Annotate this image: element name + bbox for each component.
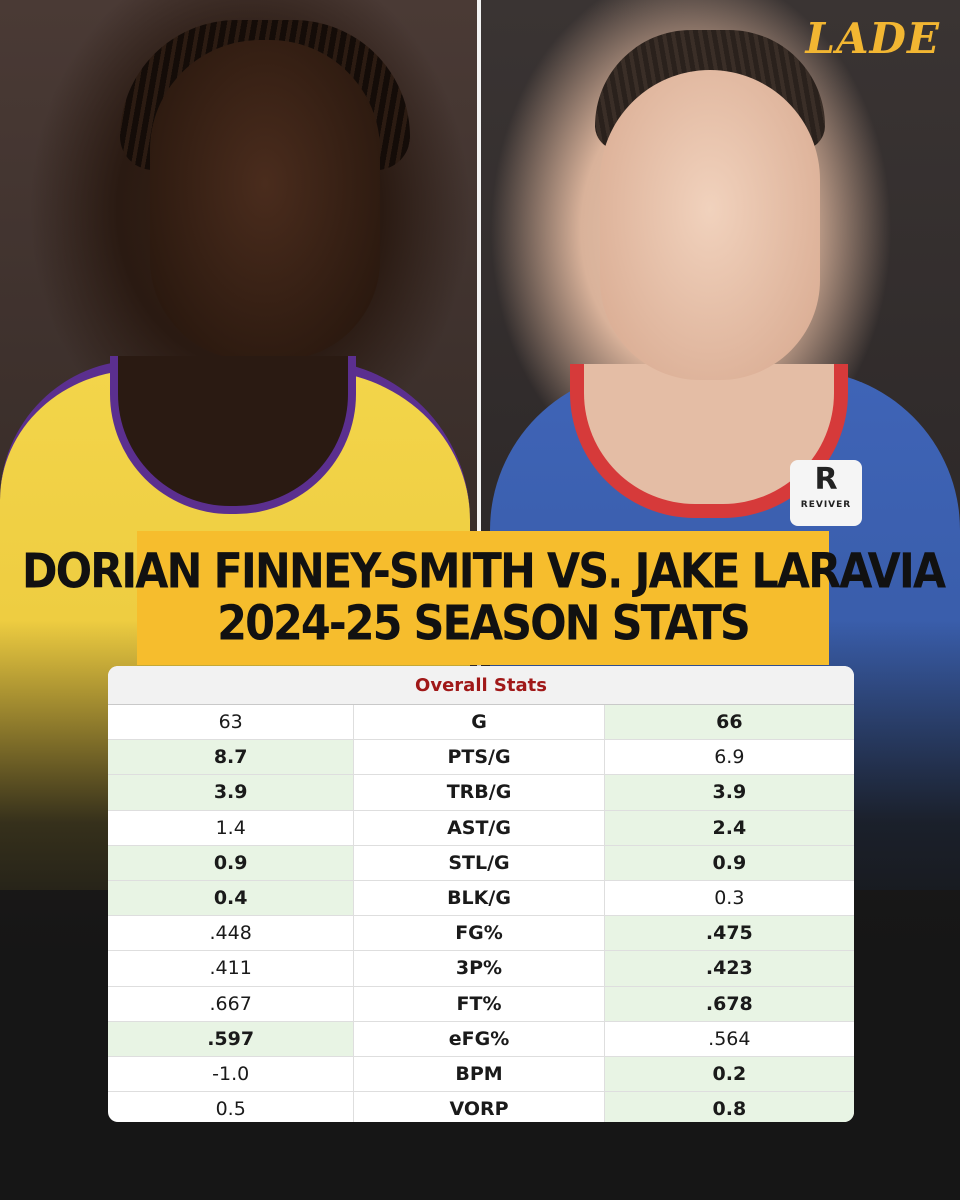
- title-banner: DORIAN FINNEY-SMITH VS. JAKE LARAVIA 202…: [22, 531, 946, 665]
- left-player-value: .667: [108, 986, 355, 1021]
- right-player-value: 3.9: [604, 775, 854, 810]
- table-row: 0.9 STL/G 0.9: [108, 845, 854, 881]
- photo-divider: [477, 0, 481, 760]
- sponsor-name: REVIVER: [800, 500, 852, 510]
- right-player-value: 6.9: [714, 746, 745, 769]
- right-player-value: .564: [708, 1027, 751, 1050]
- table-row: .411 3P% .423: [108, 951, 854, 987]
- right-player-value: 0.8: [604, 1092, 854, 1122]
- left-player-value: .448: [108, 916, 355, 951]
- stats-rows: 63 G 66 8.7 PTS/G 6.9 3.9 TRB/G 3.9 1.4 AST/G 2.4 0.…: [108, 705, 854, 1122]
- stat-label: BPM: [354, 1056, 605, 1092]
- table-section-header: Overall Stats: [108, 666, 854, 705]
- left-player-value: 3.9: [108, 775, 355, 810]
- left-player-value: 1.4: [108, 810, 355, 845]
- brand-logo: LADE: [805, 14, 940, 63]
- left-player-value: 63: [108, 705, 355, 740]
- right-player-value: 2.4: [604, 810, 854, 845]
- right-player-value: 0.3: [714, 887, 745, 910]
- stat-label: VORP: [354, 1092, 605, 1122]
- right-player-value: .678: [604, 986, 854, 1021]
- table-row: .597 eFG% .564: [108, 1021, 854, 1057]
- left-player-value: .597: [108, 1021, 355, 1056]
- left-player-value: -1.0: [108, 1056, 355, 1092]
- table-row: .667 FT% .678: [108, 986, 854, 1022]
- title-line-1: DORIAN FINNEY-SMITH VS. JAKE LARAVIA: [21, 544, 946, 600]
- table-row: 3.9 TRB/G 3.9: [108, 775, 854, 811]
- table-row: 8.7 PTS/G 6.9: [108, 740, 854, 776]
- left-player-value: 0.5: [108, 1092, 355, 1122]
- right-player-value: 0.9: [604, 845, 854, 880]
- jersey-sponsor-patch: R REVIVER: [790, 460, 862, 526]
- stat-label: STL/G: [354, 845, 605, 880]
- stat-label: BLK/G: [354, 880, 605, 916]
- right-player-value: 66: [604, 705, 854, 740]
- stats-table: Overall Stats 63 G 66 8.7 PTS/G 6.9 3.9 TRB/G 3.…: [108, 666, 854, 1122]
- stat-label: G: [354, 705, 605, 740]
- stat-label: TRB/G: [354, 775, 605, 810]
- stat-label: FT%: [354, 986, 605, 1021]
- stat-label: 3P%: [354, 951, 605, 986]
- right-player-value: 0.2: [604, 1056, 854, 1092]
- left-player-value: 0.9: [108, 845, 355, 880]
- section-title: Overall Stats: [415, 674, 547, 696]
- table-row: 63 G 66: [108, 705, 854, 741]
- right-player-value: .423: [604, 951, 854, 986]
- left-player-value: 0.4: [108, 880, 355, 916]
- right-player-value: .475: [604, 916, 854, 951]
- stat-label: eFG%: [354, 1021, 605, 1056]
- table-row: -1.0 BPM 0.2: [108, 1056, 854, 1093]
- table-row: 0.5 VORP 0.8: [108, 1092, 854, 1122]
- table-row: 0.4 BLK/G 0.3: [108, 880, 854, 917]
- player-head-right: [600, 70, 820, 380]
- left-player-value: 8.7: [108, 740, 355, 775]
- title-line-2: 2024-25 SEASON STATS: [217, 596, 751, 652]
- table-row: .448 FG% .475: [108, 916, 854, 952]
- stat-label: AST/G: [354, 810, 605, 845]
- jersey-neckline-left: [110, 356, 356, 514]
- left-player-value: .411: [108, 951, 355, 986]
- stat-label: PTS/G: [354, 740, 605, 775]
- table-row: 1.4 AST/G 2.4: [108, 810, 854, 846]
- sponsor-letter: R: [814, 462, 838, 497]
- player-head-left: [150, 40, 380, 360]
- stat-label: FG%: [354, 916, 605, 951]
